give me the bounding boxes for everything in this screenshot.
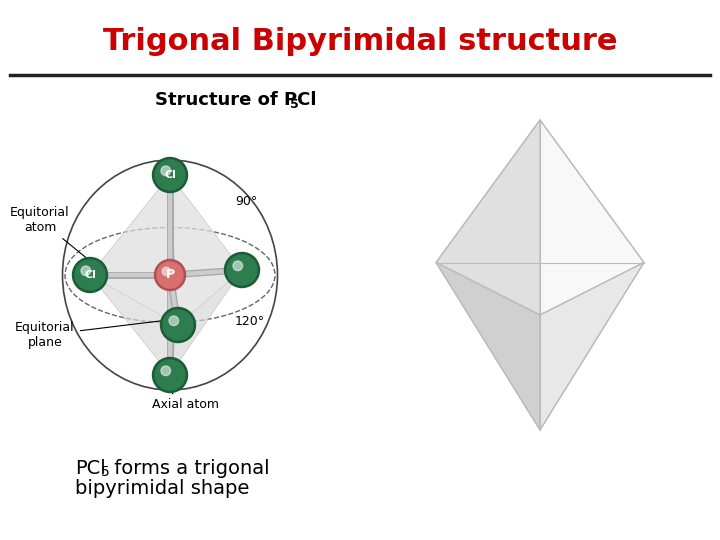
Circle shape bbox=[81, 266, 91, 275]
Polygon shape bbox=[436, 120, 644, 262]
Text: 5: 5 bbox=[101, 465, 109, 479]
Circle shape bbox=[225, 253, 259, 287]
Polygon shape bbox=[540, 262, 644, 430]
Text: PCl: PCl bbox=[75, 458, 106, 477]
Text: Cl: Cl bbox=[84, 270, 96, 280]
Text: bipyrimidal shape: bipyrimidal shape bbox=[75, 478, 249, 497]
Circle shape bbox=[153, 158, 187, 192]
Text: Axial atom: Axial atom bbox=[151, 393, 218, 411]
Circle shape bbox=[155, 160, 185, 190]
Text: Equitorial
plane: Equitorial plane bbox=[15, 320, 166, 349]
Circle shape bbox=[233, 261, 243, 271]
Circle shape bbox=[155, 360, 185, 390]
Text: 5: 5 bbox=[290, 98, 299, 111]
Circle shape bbox=[169, 316, 179, 326]
Text: P: P bbox=[166, 268, 174, 281]
Circle shape bbox=[153, 357, 187, 393]
Polygon shape bbox=[170, 175, 242, 325]
Circle shape bbox=[157, 262, 183, 288]
Text: 120°: 120° bbox=[235, 315, 265, 328]
Polygon shape bbox=[436, 262, 644, 430]
Circle shape bbox=[73, 258, 107, 293]
Text: 90°: 90° bbox=[235, 195, 257, 208]
Circle shape bbox=[161, 166, 171, 176]
Circle shape bbox=[162, 267, 171, 275]
Polygon shape bbox=[540, 120, 644, 315]
Polygon shape bbox=[90, 270, 242, 375]
Text: Equitorial
atom: Equitorial atom bbox=[10, 206, 93, 263]
Text: Structure of PCl: Structure of PCl bbox=[155, 91, 317, 109]
Polygon shape bbox=[170, 270, 242, 375]
Circle shape bbox=[227, 255, 257, 285]
Polygon shape bbox=[90, 175, 178, 325]
Circle shape bbox=[75, 260, 105, 290]
Circle shape bbox=[163, 310, 193, 340]
Circle shape bbox=[161, 307, 196, 342]
Text: forms a trigonal: forms a trigonal bbox=[108, 458, 269, 477]
Text: Trigonal Bipyrimidal structure: Trigonal Bipyrimidal structure bbox=[103, 28, 617, 57]
Polygon shape bbox=[90, 175, 242, 275]
Circle shape bbox=[161, 366, 171, 376]
Circle shape bbox=[155, 260, 186, 291]
Polygon shape bbox=[90, 275, 178, 375]
Polygon shape bbox=[436, 120, 540, 315]
Text: Cl: Cl bbox=[164, 170, 176, 180]
Polygon shape bbox=[436, 262, 540, 430]
